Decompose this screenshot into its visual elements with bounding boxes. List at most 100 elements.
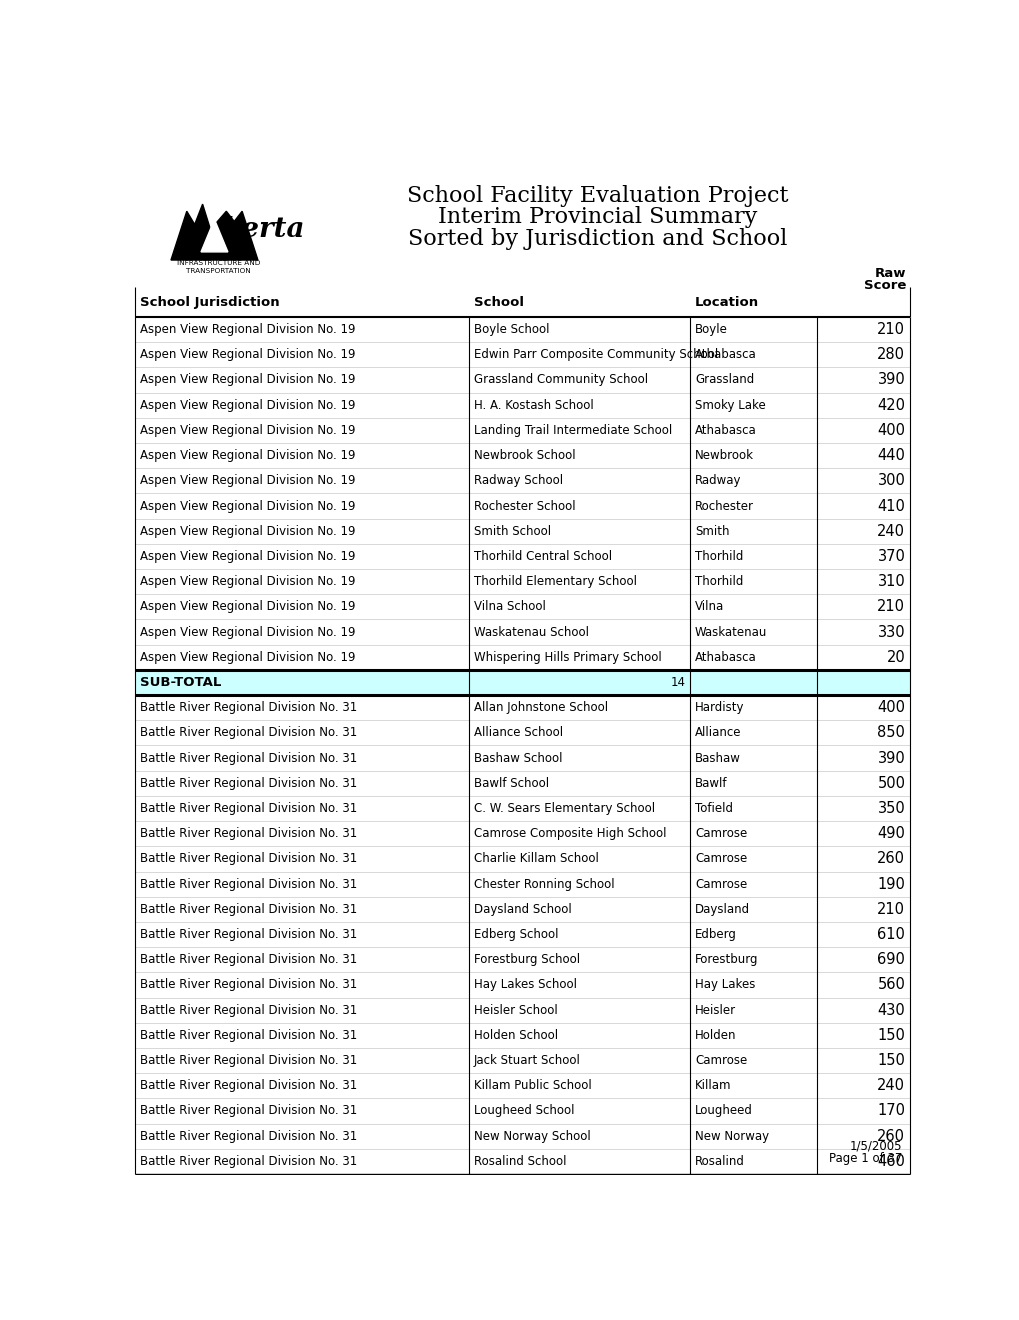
Text: 370: 370 (876, 549, 905, 564)
Text: Athabasca: Athabasca (694, 348, 756, 362)
Text: Aspen View Regional Division No. 19: Aspen View Regional Division No. 19 (140, 576, 356, 589)
Text: Smoky Lake: Smoky Lake (694, 399, 765, 412)
Text: 170: 170 (876, 1104, 905, 1118)
Text: Aspen View Regional Division No. 19: Aspen View Regional Division No. 19 (140, 474, 356, 487)
Text: Edberg School: Edberg School (473, 928, 557, 941)
Text: Aspen View Regional Division No. 19: Aspen View Regional Division No. 19 (140, 499, 356, 512)
Text: Score: Score (863, 279, 905, 292)
Text: 330: 330 (877, 624, 905, 640)
Text: Battle River Regional Division No. 31: Battle River Regional Division No. 31 (140, 1130, 357, 1143)
Text: H. A. Kostash School: H. A. Kostash School (473, 399, 593, 412)
Text: New Norway: New Norway (694, 1130, 768, 1143)
Text: 400: 400 (876, 422, 905, 438)
Text: Battle River Regional Division No. 31: Battle River Regional Division No. 31 (140, 1080, 357, 1092)
Text: Aspen View Regional Division No. 19: Aspen View Regional Division No. 19 (140, 424, 356, 437)
Text: Holden: Holden (694, 1028, 736, 1041)
Text: Bashaw: Bashaw (694, 751, 740, 764)
Text: School Jurisdiction: School Jurisdiction (140, 296, 279, 309)
Text: Waskatenau School: Waskatenau School (473, 626, 588, 639)
Text: Battle River Regional Division No. 31: Battle River Regional Division No. 31 (140, 751, 357, 764)
Text: Sorted by Jurisdiction and School: Sorted by Jurisdiction and School (408, 227, 787, 249)
Text: Aspen View Regional Division No. 19: Aspen View Regional Division No. 19 (140, 399, 356, 412)
Text: Battle River Regional Division No. 31: Battle River Regional Division No. 31 (140, 1055, 357, 1067)
Text: Location: Location (694, 296, 758, 309)
Text: Rosalind: Rosalind (694, 1155, 744, 1168)
Text: Battle River Regional Division No. 31: Battle River Regional Division No. 31 (140, 1003, 357, 1016)
Text: Battle River Regional Division No. 31: Battle River Regional Division No. 31 (140, 803, 357, 814)
Text: Aspen View Regional Division No. 19: Aspen View Regional Division No. 19 (140, 550, 356, 562)
Text: Thorhild Central School: Thorhild Central School (473, 550, 611, 562)
Text: 150: 150 (876, 1028, 905, 1043)
Text: Battle River Regional Division No. 31: Battle River Regional Division No. 31 (140, 726, 357, 739)
Text: 190: 190 (876, 876, 905, 891)
Text: 490: 490 (876, 826, 905, 841)
Text: Allan Johnstone School: Allan Johnstone School (473, 701, 607, 714)
Text: 420: 420 (876, 397, 905, 413)
Text: 210: 210 (876, 902, 905, 917)
Text: Vilna: Vilna (694, 601, 723, 614)
Text: Smith: Smith (694, 525, 729, 537)
Text: Forestburg: Forestburg (694, 953, 758, 966)
Text: Radway: Radway (694, 474, 741, 487)
Text: Chester Ronning School: Chester Ronning School (473, 878, 613, 891)
Text: Aspen View Regional Division No. 19: Aspen View Regional Division No. 19 (140, 601, 356, 614)
Text: Daysland School: Daysland School (473, 903, 571, 916)
Text: Athabasca: Athabasca (694, 651, 756, 664)
Text: Aspen View Regional Division No. 19: Aspen View Regional Division No. 19 (140, 449, 356, 462)
Text: 310: 310 (876, 574, 905, 589)
Text: Rosalind School: Rosalind School (473, 1155, 566, 1168)
Text: 850: 850 (876, 726, 905, 741)
Text: 610: 610 (876, 927, 905, 942)
Text: Raw: Raw (873, 268, 905, 280)
Text: 350: 350 (876, 801, 905, 816)
Text: Battle River Regional Division No. 31: Battle River Regional Division No. 31 (140, 776, 357, 789)
Text: Battle River Regional Division No. 31: Battle River Regional Division No. 31 (140, 701, 357, 714)
Text: Battle River Regional Division No. 31: Battle River Regional Division No. 31 (140, 1028, 357, 1041)
Text: Boyle: Boyle (694, 323, 728, 337)
Text: Heisler: Heisler (694, 1003, 736, 1016)
Text: Battle River Regional Division No. 31: Battle River Regional Division No. 31 (140, 1155, 357, 1168)
Text: TRANSPORTATION: TRANSPORTATION (185, 268, 251, 275)
Text: 150: 150 (876, 1053, 905, 1068)
Text: New Norway School: New Norway School (473, 1130, 590, 1143)
Text: Killam: Killam (694, 1080, 731, 1092)
Text: 240: 240 (876, 1078, 905, 1093)
Text: Radway School: Radway School (473, 474, 562, 487)
Text: 560: 560 (876, 977, 905, 993)
Text: C. W. Sears Elementary School: C. W. Sears Elementary School (473, 803, 654, 814)
Text: Grassland: Grassland (694, 374, 754, 387)
Text: Killam Public School: Killam Public School (473, 1080, 591, 1092)
Text: Forestburg School: Forestburg School (473, 953, 579, 966)
Text: Aspen View Regional Division No. 19: Aspen View Regional Division No. 19 (140, 348, 356, 362)
Text: Aspen View Regional Division No. 19: Aspen View Regional Division No. 19 (140, 626, 356, 639)
Text: Charlie Killam School: Charlie Killam School (473, 853, 598, 866)
Text: Camrose: Camrose (694, 1055, 747, 1067)
Text: School: School (473, 296, 523, 309)
Text: Camrose: Camrose (694, 828, 747, 841)
Text: Aspen View Regional Division No. 19: Aspen View Regional Division No. 19 (140, 323, 356, 337)
Text: Daysland: Daysland (694, 903, 749, 916)
Text: Smith School: Smith School (473, 525, 550, 537)
Text: Newbrook School: Newbrook School (473, 449, 575, 462)
Text: Battle River Regional Division No. 31: Battle River Regional Division No. 31 (140, 853, 357, 866)
Text: 410: 410 (876, 499, 905, 513)
Text: 500: 500 (876, 776, 905, 791)
Text: Rochester: Rochester (694, 499, 753, 512)
Text: 14: 14 (669, 676, 685, 689)
Text: Camrose: Camrose (694, 853, 747, 866)
Text: 400: 400 (876, 700, 905, 715)
Text: berta: berta (222, 216, 305, 243)
Text: Tofield: Tofield (694, 803, 733, 814)
Text: Page 1 of 37: Page 1 of 37 (828, 1151, 902, 1164)
Text: Alliance: Alliance (694, 726, 741, 739)
Text: Battle River Regional Division No. 31: Battle River Regional Division No. 31 (140, 1105, 357, 1118)
Text: Holden School: Holden School (473, 1028, 557, 1041)
Text: Waskatenau: Waskatenau (694, 626, 766, 639)
Text: Lougheed: Lougheed (694, 1105, 752, 1118)
Text: Aspen View Regional Division No. 19: Aspen View Regional Division No. 19 (140, 525, 356, 537)
Text: Battle River Regional Division No. 31: Battle River Regional Division No. 31 (140, 878, 357, 891)
Text: Grassland Community School: Grassland Community School (473, 374, 647, 387)
Text: Landing Trail Intermediate School: Landing Trail Intermediate School (473, 424, 672, 437)
Text: Alliance School: Alliance School (473, 726, 562, 739)
Text: Thorhild Elementary School: Thorhild Elementary School (473, 576, 636, 589)
